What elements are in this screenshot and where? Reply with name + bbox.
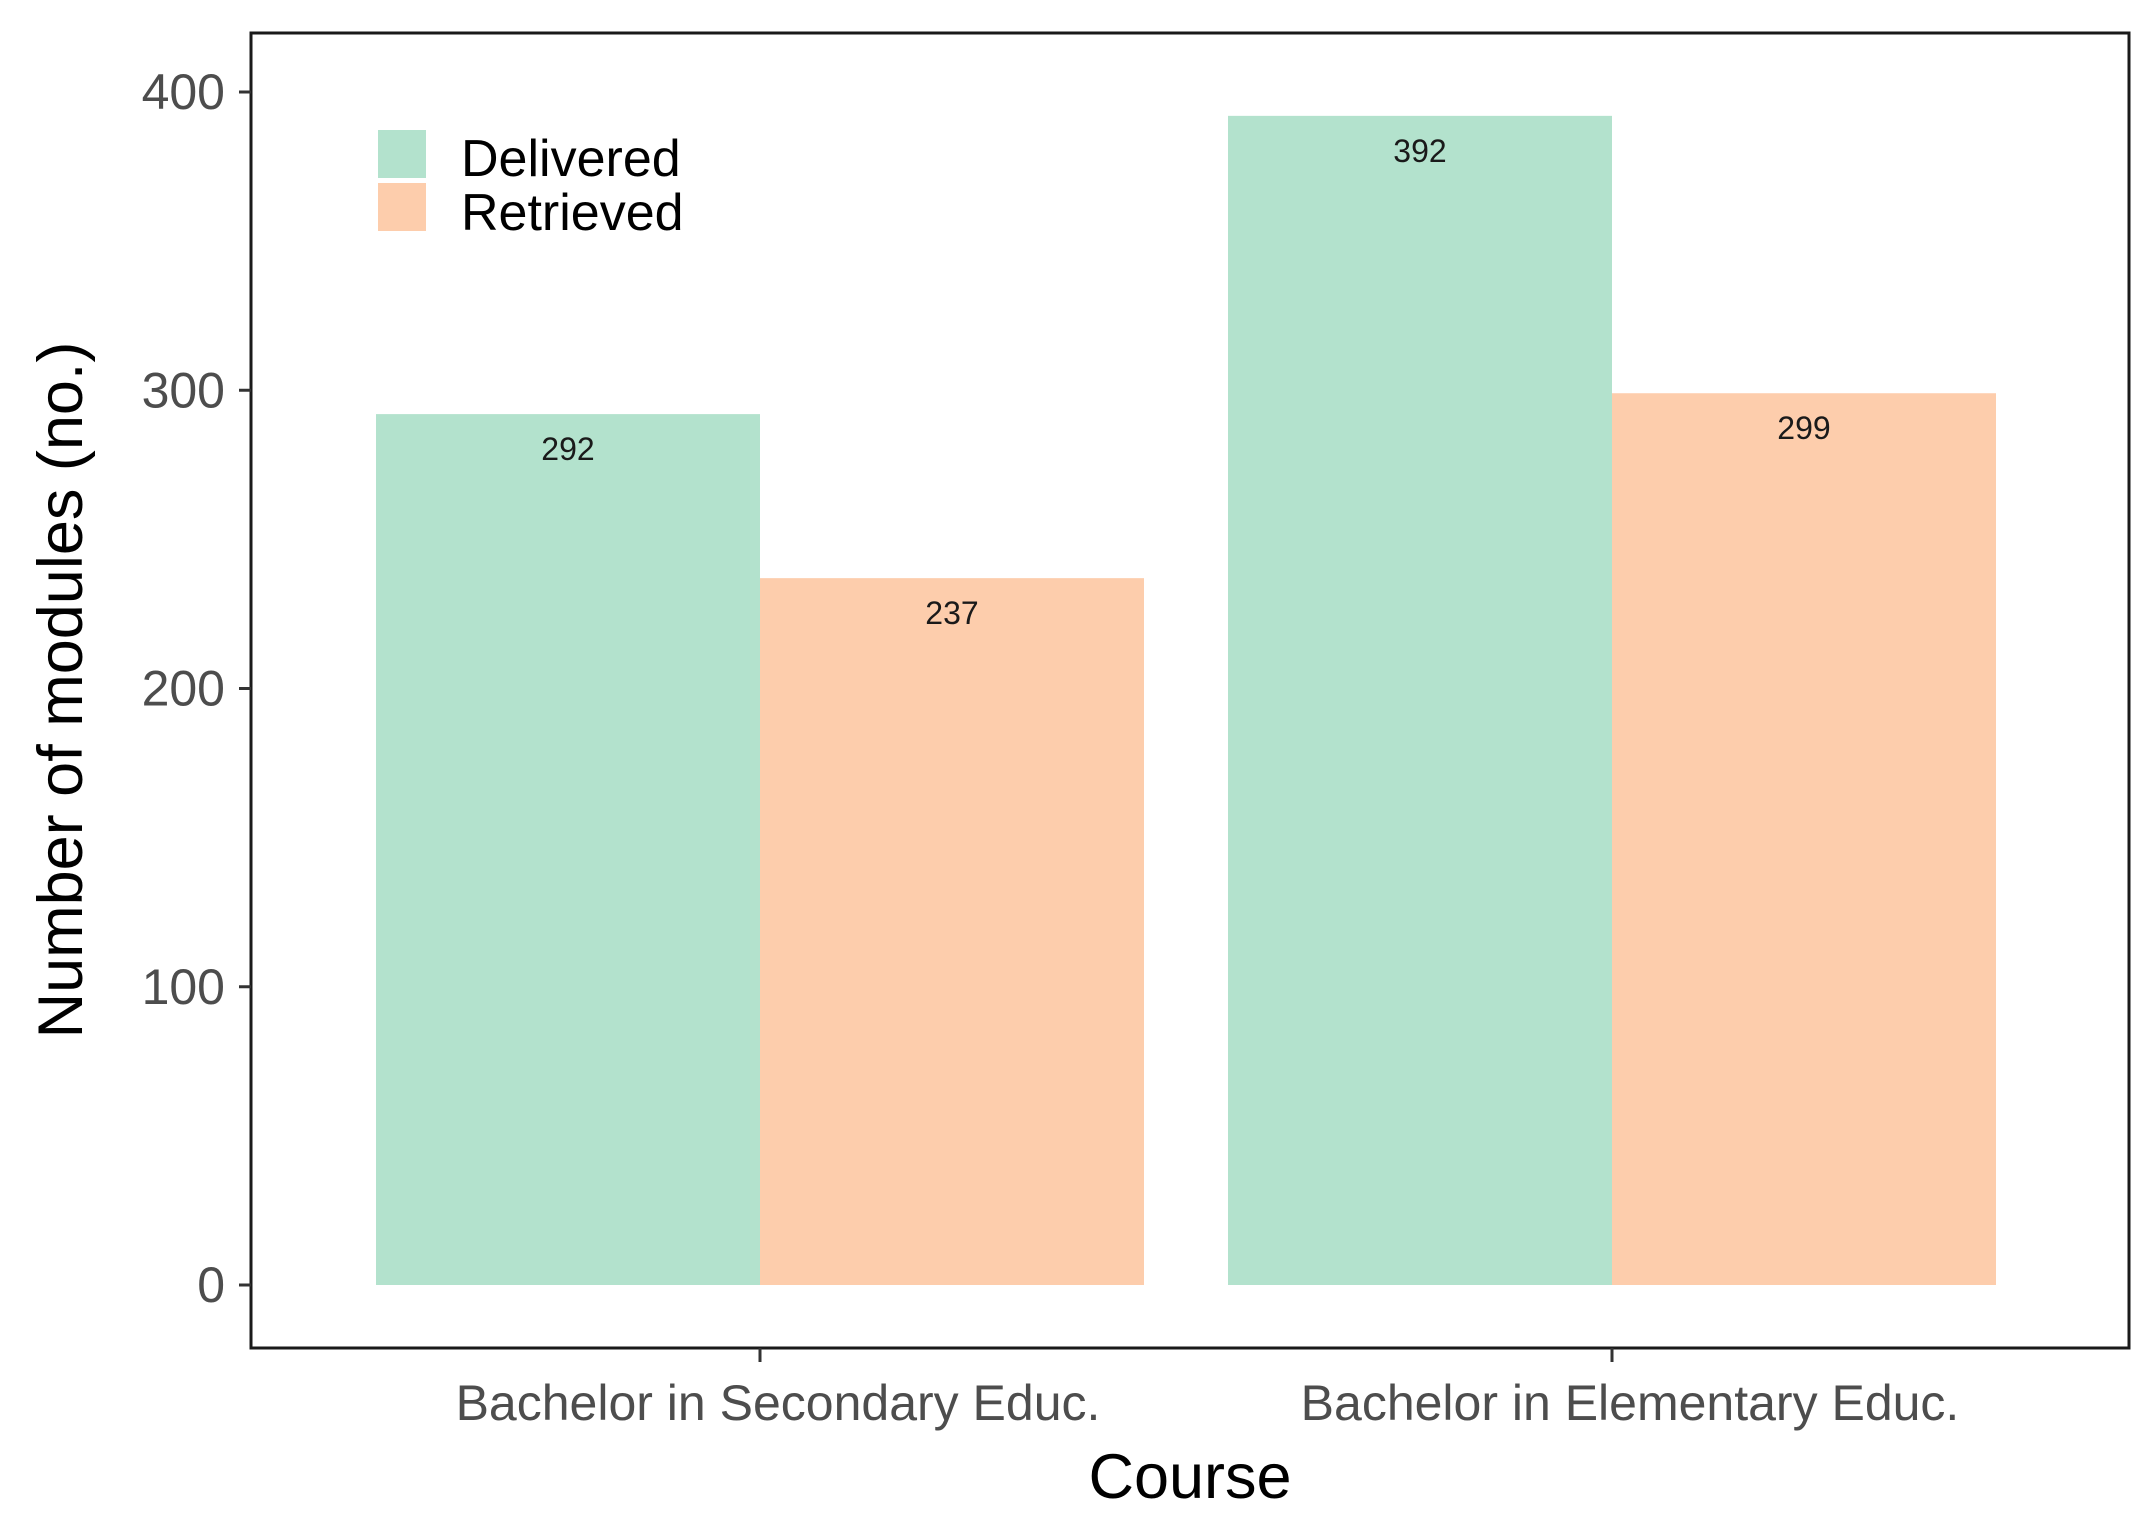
data-label-retrieved-2: 299 xyxy=(1777,410,1830,446)
bar-delivered-1 xyxy=(376,414,760,1285)
data-label-delivered-2: 392 xyxy=(1393,133,1446,169)
data-label-retrieved-1: 237 xyxy=(925,595,978,631)
y-tick-label-100: 100 xyxy=(142,959,225,1015)
legend-label-delivered: Delivered xyxy=(461,130,681,188)
y-tick-label-300: 300 xyxy=(142,362,225,418)
x-tick-label-2: Bachelor in Elementary Educ. xyxy=(1301,1375,1960,1431)
y-axis-title: Number of modules (no.) xyxy=(26,342,96,1039)
y-tick-label-400: 400 xyxy=(142,64,225,120)
x-tick-label-1: Bachelor in Secondary Educ. xyxy=(456,1375,1101,1431)
y-axis: 0 100 200 300 400 xyxy=(142,64,251,1313)
x-axis: Bachelor in Secondary Educ. Bachelor in E… xyxy=(456,1348,1960,1431)
bar-delivered-2 xyxy=(1228,115,1612,1286)
bar-retrieved-1 xyxy=(760,578,1144,1285)
bar-retrieved-2 xyxy=(1612,393,1996,1285)
y-tick-label-200: 200 xyxy=(142,661,225,717)
legend-key-retrieved xyxy=(378,183,426,231)
plot-panel-border xyxy=(249,31,2131,1350)
x-axis-title: Course xyxy=(1088,1442,1291,1512)
legend-key-delivered xyxy=(378,130,426,178)
legend-label-retrieved: Retrieved xyxy=(461,184,684,242)
legend: Delivered Retrieved xyxy=(378,130,684,242)
data-label-delivered-1: 292 xyxy=(541,431,594,467)
bars-group: 292 237 392 299 xyxy=(376,115,1996,1286)
y-tick-label-0: 0 xyxy=(197,1257,225,1313)
